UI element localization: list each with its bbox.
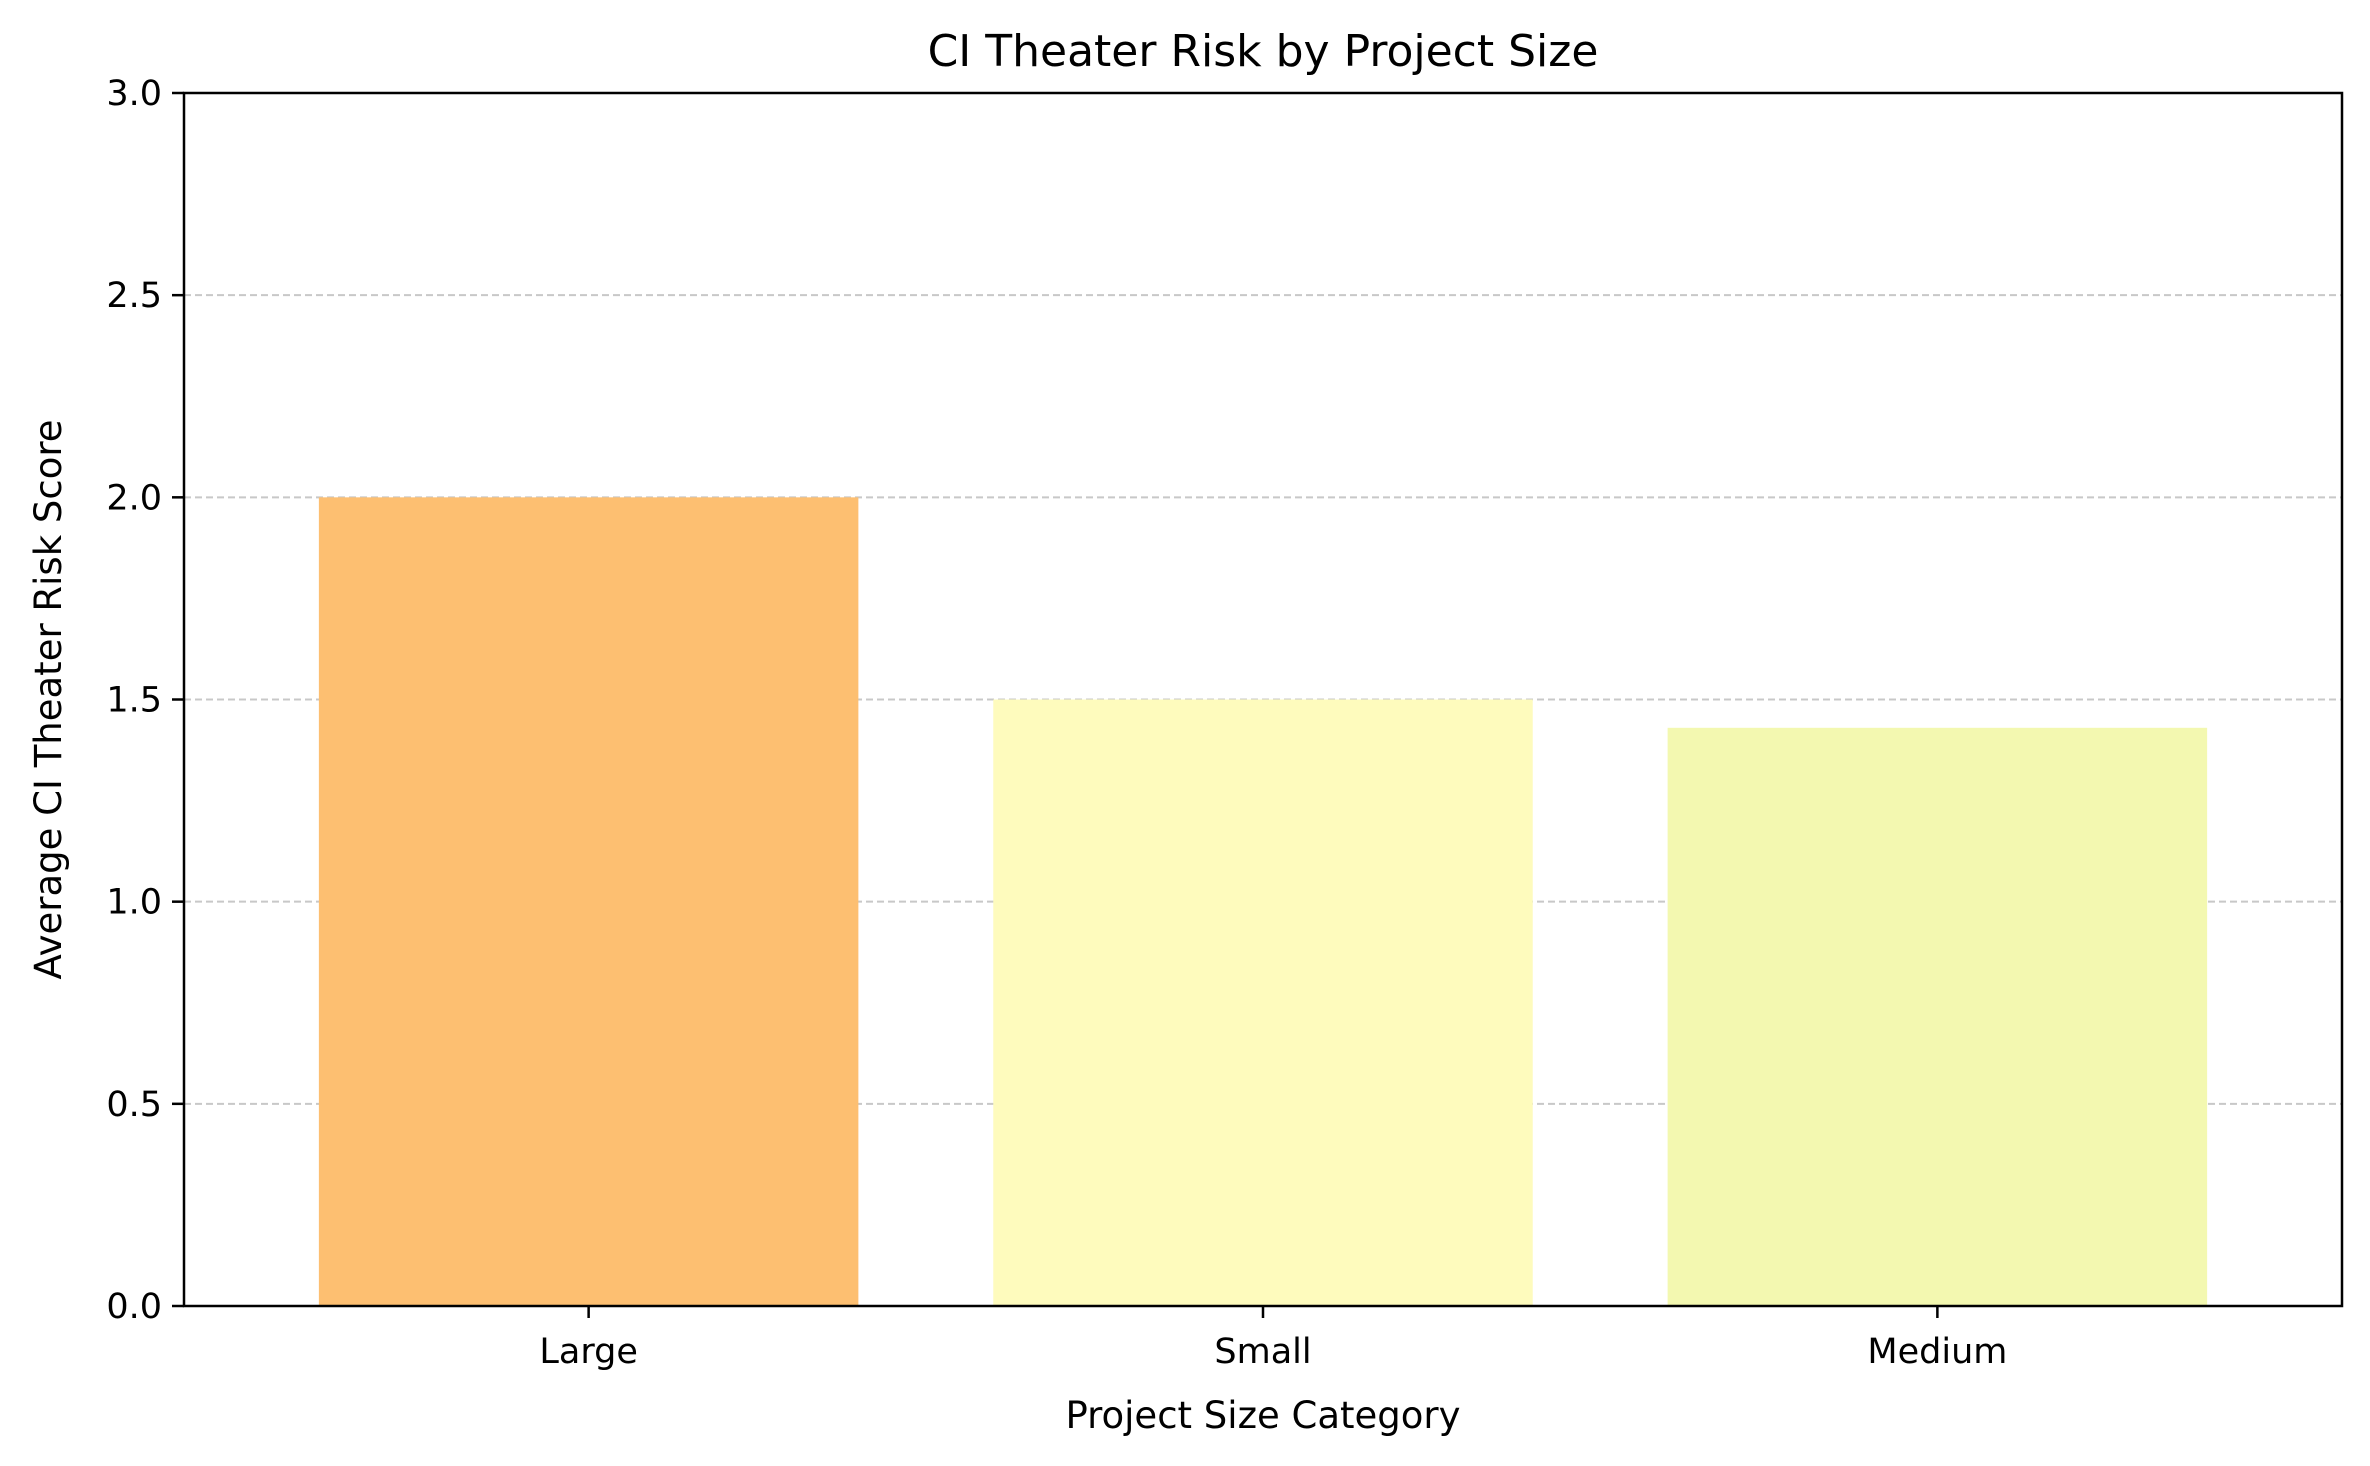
y-tick-label: 0.0 (106, 1287, 162, 1327)
bars (318, 497, 2208, 1306)
y-axis-label: Average CI Theater Risk Score (27, 419, 70, 979)
bar-large (318, 497, 859, 1306)
y-tick-label: 0.5 (106, 1085, 162, 1125)
y-tick-label: 3.0 (106, 74, 162, 114)
x-tick-label: Medium (1867, 1332, 2007, 1372)
y-tick-label: 2.5 (106, 276, 162, 316)
chart-title: CI Theater Risk by Project Size (928, 26, 1599, 77)
y-tick-label: 1.5 (106, 681, 162, 721)
x-axis-label: Project Size Category (1065, 1394, 1460, 1437)
y-tick-label: 2.0 (106, 478, 162, 518)
x-tick-label: Small (1214, 1332, 1311, 1372)
x-ticks: Large Small Medium (539, 1306, 2007, 1372)
x-tick-label: Large (539, 1332, 637, 1372)
y-ticks: 0.0 0.5 1.0 1.5 2.0 2.5 3.0 (106, 74, 184, 1327)
bar-small (993, 699, 1533, 1306)
bar-medium (1667, 727, 2208, 1306)
y-tick-label: 1.0 (106, 883, 162, 923)
